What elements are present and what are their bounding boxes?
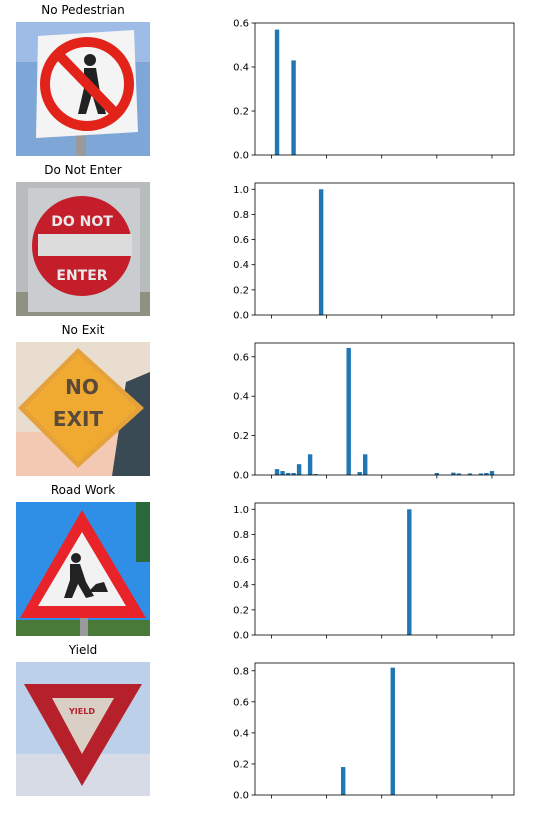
y-tick-label: 0.0 [233, 631, 249, 641]
bar-5-1 [391, 668, 395, 795]
plot-frame [255, 663, 514, 795]
y-tick-label: 0.2 [233, 107, 249, 118]
y-tick-label: 0.2 [233, 605, 249, 616]
sign-text-bottom: EXIT [53, 407, 104, 431]
panel-row-1: No Pedestrian 0102030400.00.20.40.6 [0, 0, 535, 160]
bar-3-9 [363, 454, 367, 475]
y-tick-label: 0.6 [233, 352, 249, 363]
chart-2: 0102030400.00.20.40.60.81.0 [220, 160, 535, 320]
y-tick-label: 0.6 [233, 235, 249, 246]
panel-row-2: Do Not Enter DO NOT ENTER 0102030400.00.… [0, 160, 535, 320]
bar-3-4 [297, 464, 301, 475]
panel-row-3: No Exit NO EXIT 0102030400.00.20.40.6 [0, 320, 535, 480]
y-tick-label: 0.8 [233, 530, 249, 541]
image-title-3: No Exit [16, 320, 150, 340]
y-tick-label: 0.4 [233, 392, 249, 403]
chart-1: 0102030400.00.20.40.6 [220, 0, 535, 160]
image-title-5: Yield [16, 640, 150, 660]
y-tick-label: 0.6 [233, 555, 249, 566]
no-exit-sign-icon: NO EXIT [16, 342, 150, 476]
y-tick-label: 0.4 [233, 580, 249, 591]
bar-3-1 [280, 471, 284, 475]
y-tick-label: 0.4 [233, 728, 249, 739]
do-not-enter-sign-image: DO NOT ENTER [16, 182, 150, 316]
y-tick-label: 0.0 [233, 311, 249, 321]
image-title-1: No Pedestrian [16, 0, 150, 20]
y-tick-label: 0.0 [233, 151, 249, 161]
y-tick-label: 1.0 [233, 505, 249, 516]
y-tick-label: 0.2 [233, 285, 249, 296]
y-tick-label: 0.2 [233, 759, 249, 770]
plot-frame [255, 183, 514, 315]
bar-3-8 [357, 472, 361, 475]
chart-5: 0102030400.00.20.40.60.8 [220, 640, 535, 800]
image-title-4: Road Work [16, 480, 150, 500]
plot-frame [255, 503, 514, 635]
bar-2-0 [319, 189, 323, 315]
y-tick-label: 0.8 [233, 666, 249, 677]
sign-text: YIELD [68, 707, 95, 716]
sign-text-bottom: ENTER [56, 268, 107, 284]
image-title-2: Do Not Enter [16, 160, 150, 180]
y-tick-label: 0.2 [233, 431, 249, 442]
chart-3: 0102030400.00.20.40.6 [220, 320, 535, 480]
bar-3-16 [490, 471, 494, 475]
panel-row-4: Road Work 0102030400.00.20.40.60.81.0 [0, 480, 535, 640]
chart-svg-4: 0102030400.00.20.40.60.81.0 [220, 480, 535, 640]
panel-row-5: Yield YIELD 0102030400.00.20.40.60.8 [0, 640, 535, 800]
y-tick-label: 0.8 [233, 210, 249, 221]
chart-svg-2: 0102030400.00.20.40.60.81.0 [220, 160, 535, 320]
no-pedestrian-sign-image [16, 22, 150, 156]
plot-frame [255, 343, 514, 475]
sign-text-top: DO NOT [51, 214, 113, 230]
bar-5-0 [341, 767, 345, 795]
road-work-sign-image [16, 502, 150, 636]
chart-svg-5: 0102030400.00.20.40.60.8 [220, 640, 535, 800]
no-exit-sign-image: NO EXIT [16, 342, 150, 476]
chart-svg-3: 0102030400.00.20.40.6 [220, 320, 535, 480]
y-tick-label: 0.0 [233, 471, 249, 481]
no-pedestrian-sign-icon [16, 22, 150, 156]
bar-3-5 [308, 454, 312, 475]
y-tick-label: 0.4 [233, 63, 249, 74]
chart-4: 0102030400.00.20.40.60.81.0 [220, 480, 535, 640]
bar-1-1 [291, 60, 295, 155]
chart-svg-1: 0102030400.00.20.40.6 [220, 0, 535, 160]
bar-3-7 [346, 348, 350, 475]
road-work-sign-icon [16, 502, 150, 636]
bar-4-0 [407, 509, 411, 635]
do-not-enter-sign-icon: DO NOT ENTER [16, 182, 150, 316]
sign-text-top: NO [65, 375, 99, 399]
y-tick-label: 0.0 [233, 791, 249, 801]
y-tick-label: 0.4 [233, 260, 249, 271]
yield-sign-image: YIELD [16, 662, 150, 796]
bar-1-0 [275, 30, 279, 155]
y-tick-label: 0.6 [233, 697, 249, 708]
y-tick-label: 0.6 [233, 19, 249, 30]
yield-sign-icon: YIELD [16, 662, 150, 796]
y-tick-label: 1.0 [233, 185, 249, 196]
bar-3-0 [275, 469, 279, 475]
